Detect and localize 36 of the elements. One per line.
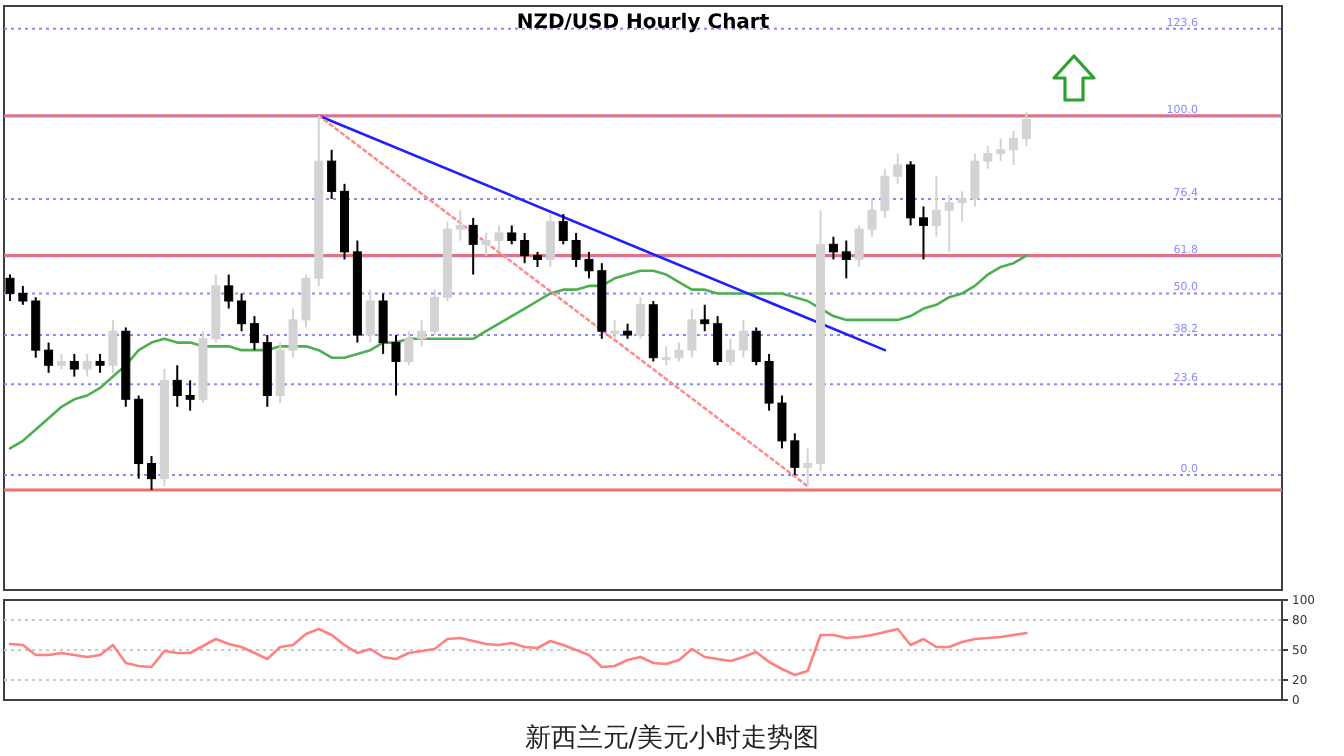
candlestick bbox=[700, 303, 710, 333]
candlestick bbox=[44, 341, 54, 374]
candlestick bbox=[918, 205, 928, 261]
candlestick bbox=[417, 318, 427, 348]
candlestick bbox=[931, 175, 941, 238]
candlestick bbox=[404, 330, 414, 367]
line-series bbox=[8, 627, 1028, 677]
candlestick bbox=[327, 148, 337, 200]
text: 新西兰元/美元小时走势图 bbox=[524, 722, 820, 754]
candlestick bbox=[841, 239, 851, 280]
candlestick bbox=[430, 288, 440, 337]
candlestick bbox=[82, 352, 92, 378]
candlestick bbox=[545, 213, 555, 268]
candlestick bbox=[95, 352, 105, 374]
candlestick bbox=[468, 216, 478, 276]
candlestick bbox=[507, 224, 517, 246]
candlestick bbox=[725, 337, 735, 367]
candlestick bbox=[1009, 129, 1019, 166]
candlestick bbox=[610, 318, 620, 340]
candlestick bbox=[635, 296, 645, 340]
candlestick bbox=[828, 235, 838, 261]
chart-title: NZD/USD Hourly Chart bbox=[516, 12, 770, 34]
candlestick bbox=[237, 292, 247, 333]
candlestick bbox=[455, 209, 465, 242]
candlestick bbox=[996, 137, 1006, 163]
candlestick bbox=[147, 454, 157, 491]
candlestick bbox=[224, 273, 234, 310]
candlestick bbox=[69, 352, 79, 378]
candlestick bbox=[249, 315, 259, 352]
candlestick bbox=[108, 318, 118, 374]
candlestick bbox=[738, 318, 748, 359]
candlestick bbox=[1021, 111, 1031, 148]
candlestick bbox=[803, 447, 813, 488]
candlestick bbox=[520, 231, 530, 265]
candlestick bbox=[365, 288, 375, 344]
candlestick bbox=[713, 315, 723, 367]
